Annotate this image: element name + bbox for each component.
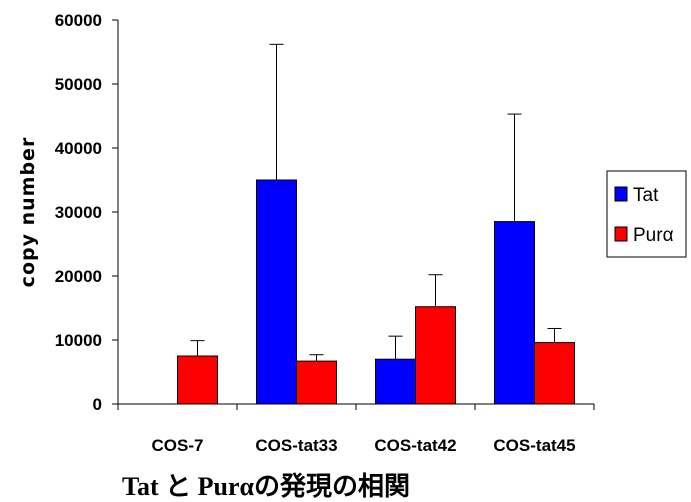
y-tick-label: 0 <box>93 395 102 414</box>
y-tick-label: 40000 <box>55 139 102 158</box>
y-tick-label: 20000 <box>55 267 102 286</box>
y-tick-label: 30000 <box>55 203 102 222</box>
x-tick-label: COS-tat42 <box>374 436 456 455</box>
x-tick-labels: COS-7 COS-tat33 COS-tat42 COS-tat45 <box>152 436 576 455</box>
bar-pur-3 <box>534 342 575 405</box>
bar-pur-2 <box>415 306 456 405</box>
x-tick-label: COS-tat33 <box>255 436 337 455</box>
y-tick-labels: 0 10000 20000 30000 40000 50000 60000 <box>55 11 102 414</box>
x-tick-label: COS-tat45 <box>493 436 575 455</box>
legend-label-0: Tat <box>633 185 659 206</box>
bar-tat-2 <box>375 358 416 405</box>
legend-label-1: Purα <box>633 225 674 246</box>
y-tick-label: 10000 <box>55 331 102 350</box>
y-tick-label: 60000 <box>55 11 102 30</box>
y-tick-label: 50000 <box>55 75 102 94</box>
bar-tat-3 <box>494 221 535 405</box>
y-axis-label: copy number <box>17 137 39 288</box>
x-tick-label: COS-7 <box>152 436 204 455</box>
legend: Tat Purα <box>606 170 687 258</box>
legend-box <box>606 170 687 258</box>
error-bars <box>190 43 562 362</box>
bar-tat-1 <box>256 179 297 405</box>
bar-pur-0 <box>177 355 218 405</box>
legend-swatch-1 <box>614 226 628 242</box>
legend-swatch-0 <box>614 186 628 202</box>
bar-pur-1 <box>296 360 337 405</box>
chart-bars <box>177 179 575 405</box>
chart-caption: Tat と Purαの発現の相関 <box>122 472 410 501</box>
